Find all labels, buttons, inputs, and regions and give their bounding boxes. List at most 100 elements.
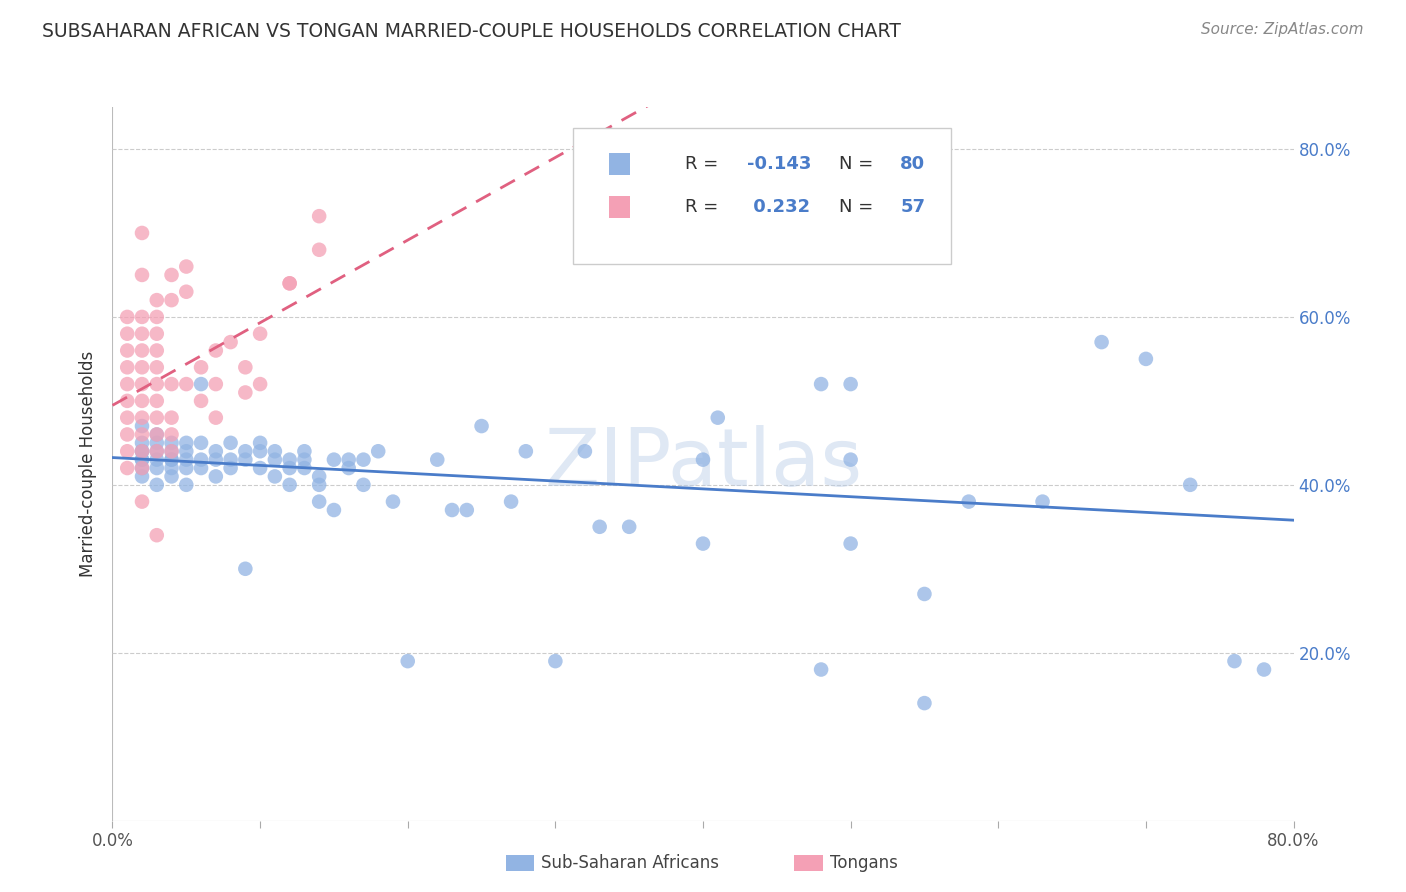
Text: Source: ZipAtlas.com: Source: ZipAtlas.com [1201, 22, 1364, 37]
Point [131, 444, 153, 458]
Point [131, 326, 153, 341]
Point [367, 444, 389, 458]
Point [233, 444, 256, 458]
FancyBboxPatch shape [609, 196, 630, 218]
Point [810, 377, 832, 392]
Point [249, 435, 271, 450]
Point [131, 444, 153, 458]
Point [308, 478, 330, 492]
Point [146, 410, 169, 425]
Point [131, 494, 153, 508]
Point [146, 528, 169, 542]
Point [1178, 478, 1201, 492]
Point [190, 377, 212, 392]
Point [205, 452, 228, 467]
Point [131, 410, 153, 425]
Point [839, 452, 862, 467]
Point [131, 452, 153, 467]
Point [131, 377, 153, 392]
Point [131, 419, 153, 434]
Point [692, 452, 714, 467]
Text: Tongans: Tongans [830, 854, 897, 871]
Point [131, 393, 153, 408]
Point [308, 209, 330, 223]
Point [264, 469, 287, 483]
Text: ZIPatlas: ZIPatlas [544, 425, 862, 503]
Point [190, 461, 212, 475]
FancyBboxPatch shape [574, 128, 950, 264]
Point [914, 587, 936, 601]
Point [174, 285, 197, 299]
Point [205, 444, 228, 458]
Point [544, 654, 567, 668]
Point [957, 494, 980, 508]
Point [146, 444, 169, 458]
Point [219, 452, 242, 467]
Point [174, 260, 197, 274]
Text: SUBSAHARAN AFRICAN VS TONGAN MARRIED-COUPLE HOUSEHOLDS CORRELATION CHART: SUBSAHARAN AFRICAN VS TONGAN MARRIED-COU… [42, 22, 901, 41]
Point [692, 536, 714, 550]
Point [233, 562, 256, 576]
Point [751, 226, 773, 240]
Point [160, 452, 183, 467]
Point [308, 469, 330, 483]
Point [426, 452, 449, 467]
Point [117, 393, 138, 408]
Point [131, 452, 153, 467]
Point [278, 277, 301, 291]
Point [205, 377, 228, 392]
Point [456, 503, 478, 517]
Point [470, 419, 494, 434]
Point [190, 360, 212, 375]
Point [131, 444, 153, 458]
Point [1253, 663, 1275, 677]
Point [160, 427, 183, 442]
Point [117, 310, 138, 324]
Point [190, 435, 212, 450]
Point [131, 226, 153, 240]
Point [117, 377, 138, 392]
Point [337, 461, 360, 475]
Point [441, 503, 464, 517]
Point [174, 444, 197, 458]
Point [839, 536, 862, 550]
Point [278, 478, 301, 492]
Text: Sub-Saharan Africans: Sub-Saharan Africans [541, 854, 720, 871]
Point [619, 520, 641, 534]
Point [1135, 351, 1157, 366]
Point [706, 410, 728, 425]
Point [174, 461, 197, 475]
Point [264, 444, 287, 458]
Point [146, 343, 169, 358]
Point [308, 494, 330, 508]
Point [588, 520, 610, 534]
Point [249, 444, 271, 458]
Point [278, 461, 301, 475]
Point [174, 435, 197, 450]
Point [292, 461, 315, 475]
Point [205, 410, 228, 425]
Text: 57: 57 [900, 198, 925, 216]
Point [190, 393, 212, 408]
Text: R =: R = [685, 198, 724, 216]
Point [205, 343, 228, 358]
Point [323, 503, 346, 517]
Point [131, 461, 153, 475]
Point [160, 435, 183, 450]
Point [249, 377, 271, 392]
Text: -0.143: -0.143 [747, 155, 811, 173]
Point [160, 293, 183, 307]
Point [160, 410, 183, 425]
Point [1223, 654, 1246, 668]
Point [1091, 335, 1114, 350]
Point [382, 494, 405, 508]
Point [131, 268, 153, 282]
Point [131, 435, 153, 450]
Point [323, 452, 346, 467]
Point [914, 696, 936, 710]
Point [1032, 494, 1054, 508]
Point [160, 461, 183, 475]
Point [352, 452, 374, 467]
Point [292, 452, 315, 467]
Point [146, 377, 169, 392]
